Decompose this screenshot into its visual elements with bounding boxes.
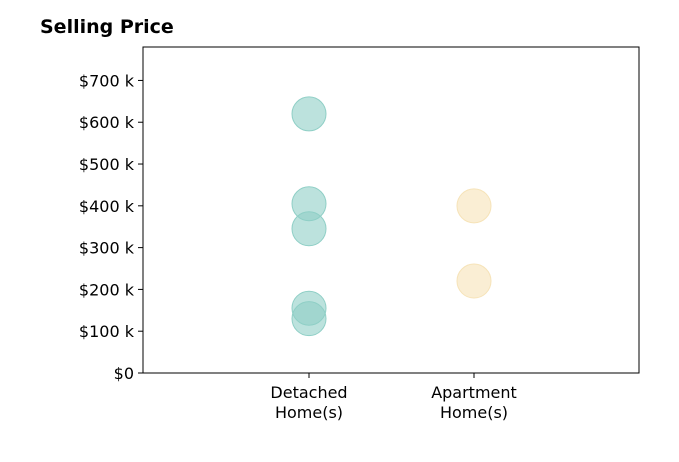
y-axis: $0 $100 k $200 k $300 k $400 k $500 k $600 k $7… xyxy=(79,71,143,383)
x-tick-label: Detached xyxy=(270,383,347,402)
chart-title: Selling Price xyxy=(40,16,174,38)
y-tick-label: $200 k xyxy=(79,280,135,299)
x-tick-label: Home(s) xyxy=(275,403,343,422)
data-points xyxy=(291,96,492,337)
y-tick-label: $300 k xyxy=(79,239,135,258)
y-tick-label: $0 xyxy=(114,364,134,383)
y-tick-label: $400 k xyxy=(79,197,135,216)
x-tick-label: Apartment xyxy=(431,383,517,402)
y-tick-label: $700 k xyxy=(79,71,135,90)
data-point xyxy=(291,96,327,132)
x-tick-label: Home(s) xyxy=(440,403,508,422)
data-point xyxy=(291,211,327,247)
data-point xyxy=(291,301,327,337)
y-tick-label: $600 k xyxy=(79,113,135,132)
plot-frame xyxy=(142,46,640,374)
data-point xyxy=(456,263,492,299)
data-point xyxy=(456,188,492,224)
y-tick-label: $500 k xyxy=(79,155,135,174)
y-tick-label: $100 k xyxy=(79,322,135,341)
